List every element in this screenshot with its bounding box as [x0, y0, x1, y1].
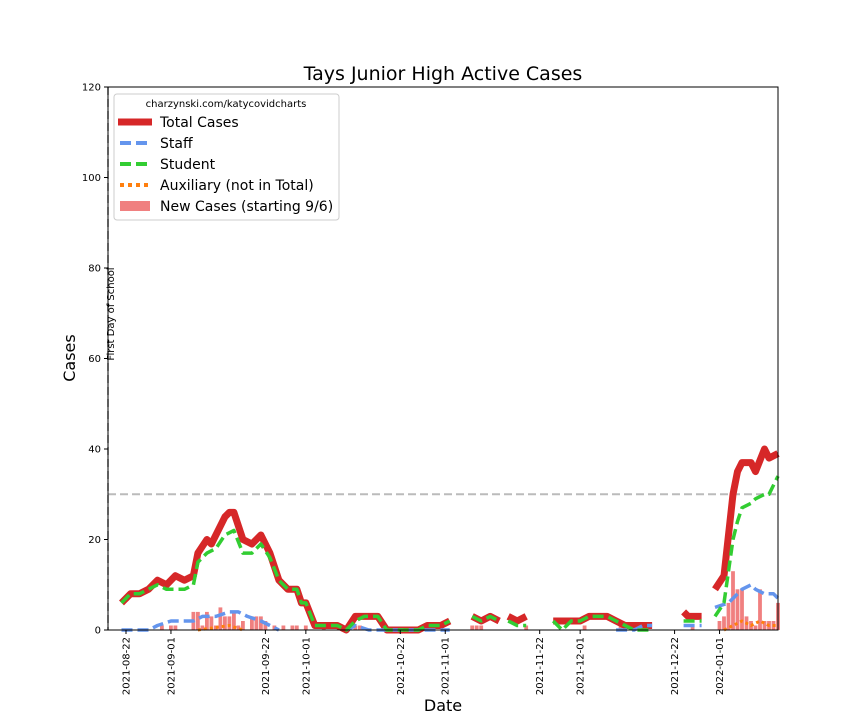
series-student-line — [471, 614, 500, 623]
y-tick-label: 40 — [88, 445, 101, 456]
series-auxiliary-line — [723, 619, 778, 632]
series-student-line — [507, 619, 527, 628]
new-cases-bar — [735, 589, 740, 630]
new-cases-bar — [241, 621, 245, 630]
new-cases-bar — [281, 625, 286, 630]
legend-label-student: Student — [160, 157, 216, 173]
new-cases-bar — [205, 611, 209, 630]
new-cases-bar — [250, 616, 254, 630]
plot-area — [107, 87, 780, 634]
series-total-line — [681, 609, 702, 620]
series-staff-line — [121, 610, 280, 632]
x-tick-label: 2021-11-22 — [535, 637, 546, 695]
series-student-line — [120, 528, 451, 632]
legend: charzynski.com/katycovidcharts Total Cas… — [113, 93, 340, 221]
new-cases-bar — [263, 621, 268, 630]
new-cases-bar — [618, 625, 623, 630]
legend-label-total: Total Cases — [159, 115, 239, 131]
new-cases-bar — [169, 625, 173, 630]
series-total-line — [506, 613, 528, 625]
first-day-annotation: First Day of School — [106, 267, 117, 360]
new-cases-bar — [474, 625, 479, 630]
series-student-line — [551, 614, 653, 632]
x-tick-label: 2022-01-01 — [715, 637, 726, 695]
new-cases-bar — [232, 611, 236, 630]
y-tick-label: 60 — [88, 354, 101, 365]
new-cases-bar — [196, 611, 200, 630]
new-cases-bar — [254, 616, 259, 630]
new-cases-bar — [717, 621, 722, 630]
x-tick-label: 2021-11-01 — [441, 637, 452, 695]
new-cases-bar — [762, 621, 767, 630]
new-cases-bar — [236, 625, 241, 630]
x-axis-label: Date — [424, 696, 462, 715]
new-cases-bar — [223, 616, 227, 630]
new-cases-bar — [209, 616, 214, 630]
series-total-line — [712, 445, 780, 592]
new-cases-bar — [524, 625, 529, 630]
legend-box — [113, 93, 340, 221]
x-tick-label: 2021-10-22 — [396, 637, 407, 695]
legend-label-staff: Staff — [160, 136, 193, 152]
new-cases-bar — [294, 625, 299, 630]
chart-title: Tays Junior High Active Cases — [303, 63, 583, 85]
new-cases-bar — [470, 625, 475, 630]
legend-label-auxiliary: Auxiliary (not in Total) — [160, 178, 314, 194]
x-tick-label: 2021-12-01 — [576, 637, 587, 695]
new-cases-bar — [479, 625, 484, 630]
new-cases-bar — [582, 625, 587, 630]
y-tick-label: 20 — [88, 535, 101, 546]
series-staff-line — [714, 583, 780, 610]
new-cases-bar — [357, 625, 362, 630]
y-tick-label: 0 — [95, 626, 101, 637]
new-cases-bar — [259, 616, 263, 630]
x-tick-label: 2021-12-22 — [670, 637, 681, 695]
new-cases-bar — [272, 625, 277, 630]
y-tick-label: 120 — [82, 83, 101, 94]
new-cases-bar — [173, 625, 178, 630]
x-tick-label: 2021-10-01 — [301, 637, 312, 695]
new-cases-bar — [722, 616, 726, 630]
x-tick-label: 2021-09-01 — [167, 637, 178, 695]
y-tick-label: 100 — [82, 173, 101, 184]
new-cases-bar — [218, 607, 223, 630]
series-student-line — [713, 475, 780, 618]
x-tick-label: 2021-09-22 — [261, 637, 272, 695]
y-axis-label: Cases — [60, 334, 79, 382]
new-cases-bar — [753, 625, 758, 630]
new-cases-bar — [200, 625, 205, 630]
new-cases-bar — [353, 625, 358, 630]
new-cases-bar — [726, 602, 731, 630]
y-axis: 0 20 40 60 80 100 120 — [82, 83, 108, 637]
legend-label-new-cases: New Cases (starting 9/6) — [160, 199, 333, 215]
new-cases-bar — [690, 625, 695, 630]
new-cases-bar — [227, 616, 232, 630]
x-tick-label: 2021-08-22 — [122, 637, 133, 695]
legend-title: charzynski.com/katycovidcharts — [146, 99, 307, 110]
new-cases-bar — [290, 625, 295, 630]
new-cases-bar — [303, 625, 308, 630]
new-cases-bar — [740, 589, 744, 630]
x-axis: 2021-08-22 2021-09-01 2021-09-22 2021-10-01… — [122, 630, 726, 695]
y-tick-label: 80 — [88, 264, 101, 275]
new-cases-bar — [758, 589, 762, 630]
series-auxiliary-line — [197, 624, 244, 632]
new-cases-bar — [160, 625, 164, 630]
legend-swatch-new-cases — [120, 201, 150, 211]
